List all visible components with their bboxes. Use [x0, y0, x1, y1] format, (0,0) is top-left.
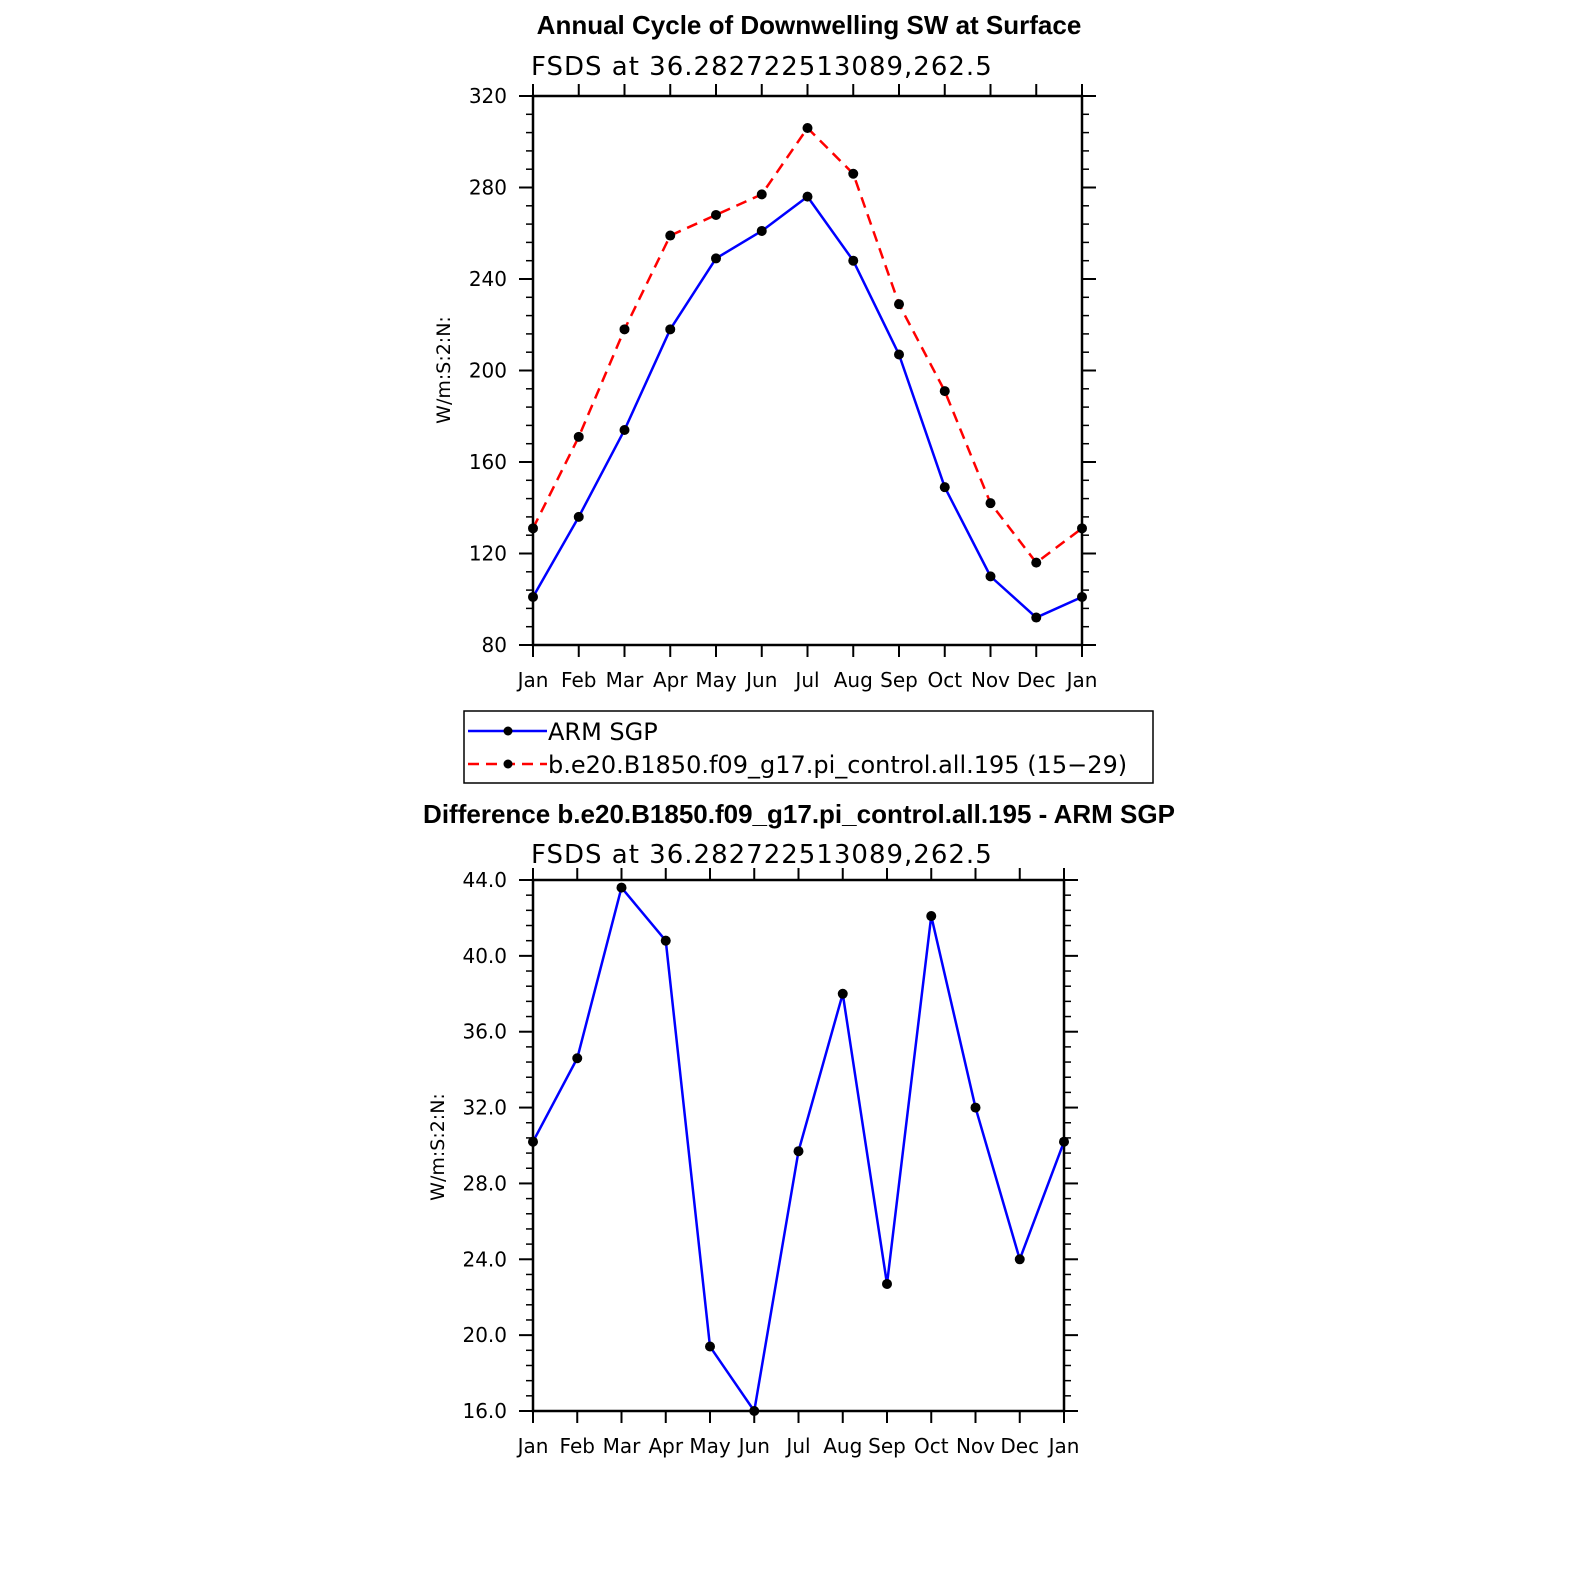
data-point: [528, 523, 538, 534]
y-tick-label: 280: [469, 176, 507, 200]
plot-frame: [531, 878, 1066, 1413]
x-tick-label: Oct: [914, 1434, 949, 1458]
data-point: [837, 988, 848, 999]
y-tick-label: 44.0: [462, 868, 507, 892]
difference-chart: Difference b.e20.B1850.f09_g17.pi_contro…: [423, 799, 1175, 1458]
series-line-0: [531, 195, 1083, 619]
y-tick-label: 240: [469, 267, 507, 291]
x-tick-label: Jan: [1047, 1434, 1080, 1458]
x-tick-label: Feb: [561, 668, 596, 692]
x-tick-label: Jun: [737, 1434, 770, 1458]
data-point: [970, 1102, 981, 1113]
y-tick-label: 120: [469, 542, 507, 566]
data-point: [756, 189, 767, 200]
y-tick-label: 24.0: [462, 1247, 507, 1271]
y-tick-label: 40.0: [462, 944, 507, 968]
data-point: [616, 882, 627, 893]
x-tick-label: Nov: [956, 1434, 995, 1458]
data-point: [573, 511, 584, 522]
legend-label-model: b.e20.B1850.f09_g17.pi_control.all.195 (…: [548, 751, 1127, 779]
data-point: [985, 498, 996, 509]
legend: ARM SGP b.e20.B1850.f09_g17.pi_control.a…: [463, 710, 1154, 784]
x-tick-label: Jan: [1065, 668, 1098, 692]
data-point: [882, 1278, 892, 1289]
x-tick-label: Jan: [516, 1434, 549, 1458]
data-point: [985, 571, 996, 582]
data-point: [711, 253, 721, 264]
data-point: [665, 324, 676, 335]
data-point: [894, 299, 904, 310]
data-point: [793, 1146, 804, 1157]
x-tick-label: Aug: [834, 668, 873, 692]
legend-marker-arm-sgp: [503, 726, 513, 736]
legend-marker-model: [503, 759, 513, 769]
data-point: [528, 1136, 538, 1147]
data-point: [1059, 1136, 1069, 1147]
y-tick-label: 32.0: [462, 1096, 507, 1120]
data-point: [802, 191, 813, 202]
data-point: [1031, 557, 1042, 568]
data-point: [1077, 591, 1087, 602]
x-tick-label: Mar: [603, 1434, 642, 1458]
x-tick-label: Oct: [927, 668, 962, 692]
data-point: [705, 1341, 715, 1352]
x-tick-label: Sep: [868, 1434, 906, 1458]
x-tick-label: Dec: [1000, 1434, 1039, 1458]
x-tick-label: Mar: [606, 668, 645, 692]
x-tick-label: Jul: [784, 1434, 810, 1458]
x-tick-label: May: [689, 1434, 731, 1458]
data-point: [1014, 1254, 1025, 1265]
y-axis-label: W/m:S:2:N:: [433, 316, 455, 424]
data-point: [711, 209, 721, 220]
y-tick-label: 320: [469, 84, 507, 108]
data-point: [894, 349, 904, 360]
chart-subtitle: FSDS at 36.282722513089,262.5: [531, 840, 993, 870]
x-tick-label: May: [695, 668, 737, 692]
data-point: [528, 591, 538, 602]
x-tick-label: Sep: [880, 668, 918, 692]
data-point: [660, 935, 671, 946]
data-point: [665, 230, 676, 241]
data-point: [749, 1406, 760, 1416]
data-point: [802, 123, 813, 134]
legend-label-arm-sgp: ARM SGP: [548, 718, 658, 746]
data-point: [1031, 612, 1042, 623]
x-tick-label: Nov: [971, 668, 1010, 692]
x-tick-label: Apr: [653, 668, 688, 692]
plot-frame: [531, 94, 1084, 647]
y-tick-label: 36.0: [462, 1020, 507, 1044]
chart-subtitle: FSDS at 36.282722513089,262.5: [531, 52, 993, 82]
x-tick-label: Jan: [516, 668, 549, 692]
y-axis-label: W/m:S:2:N:: [427, 1093, 449, 1201]
data-point: [573, 431, 584, 442]
y-tick-label: 20.0: [462, 1323, 507, 1347]
x-tick-label: Jun: [744, 668, 777, 692]
y-tick-label: 28.0: [462, 1171, 507, 1195]
data-point: [1077, 523, 1087, 534]
chart-title: Annual Cycle of Downwelling SW at Surfac…: [537, 10, 1082, 40]
y-tick-label: 80: [482, 633, 507, 657]
data-point: [572, 1053, 583, 1064]
data-point: [939, 482, 950, 493]
annual-cycle-chart: Annual Cycle of Downwelling SW at Surfac…: [433, 10, 1097, 692]
y-tick-label: 200: [469, 359, 507, 383]
legend-box: [463, 710, 1154, 784]
x-tick-label: Apr: [648, 1434, 683, 1458]
y-tick-label: 160: [469, 450, 507, 474]
x-tick-label: Aug: [823, 1434, 862, 1458]
data-point: [756, 225, 767, 236]
data-point: [939, 386, 950, 397]
x-tick-label: Dec: [1017, 668, 1056, 692]
data-point: [848, 255, 859, 266]
data-point: [848, 168, 859, 179]
x-tick-label: Jul: [793, 668, 819, 692]
data-point: [619, 324, 630, 335]
y-tick-label: 16.0: [462, 1399, 507, 1423]
data-point: [619, 424, 630, 435]
x-tick-label: Feb: [560, 1434, 595, 1458]
chart-title: Difference b.e20.B1850.f09_g17.pi_contro…: [423, 799, 1175, 829]
data-point: [926, 911, 937, 922]
